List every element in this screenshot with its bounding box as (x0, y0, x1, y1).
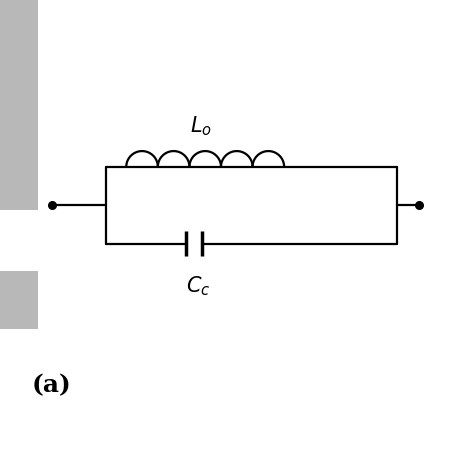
Text: $L_o$: $L_o$ (190, 114, 212, 138)
Bar (0, 271, 38, 329)
Text: (a): (a) (32, 373, 71, 397)
Bar (0, 0, 38, 210)
Text: $C_c$: $C_c$ (186, 274, 211, 298)
